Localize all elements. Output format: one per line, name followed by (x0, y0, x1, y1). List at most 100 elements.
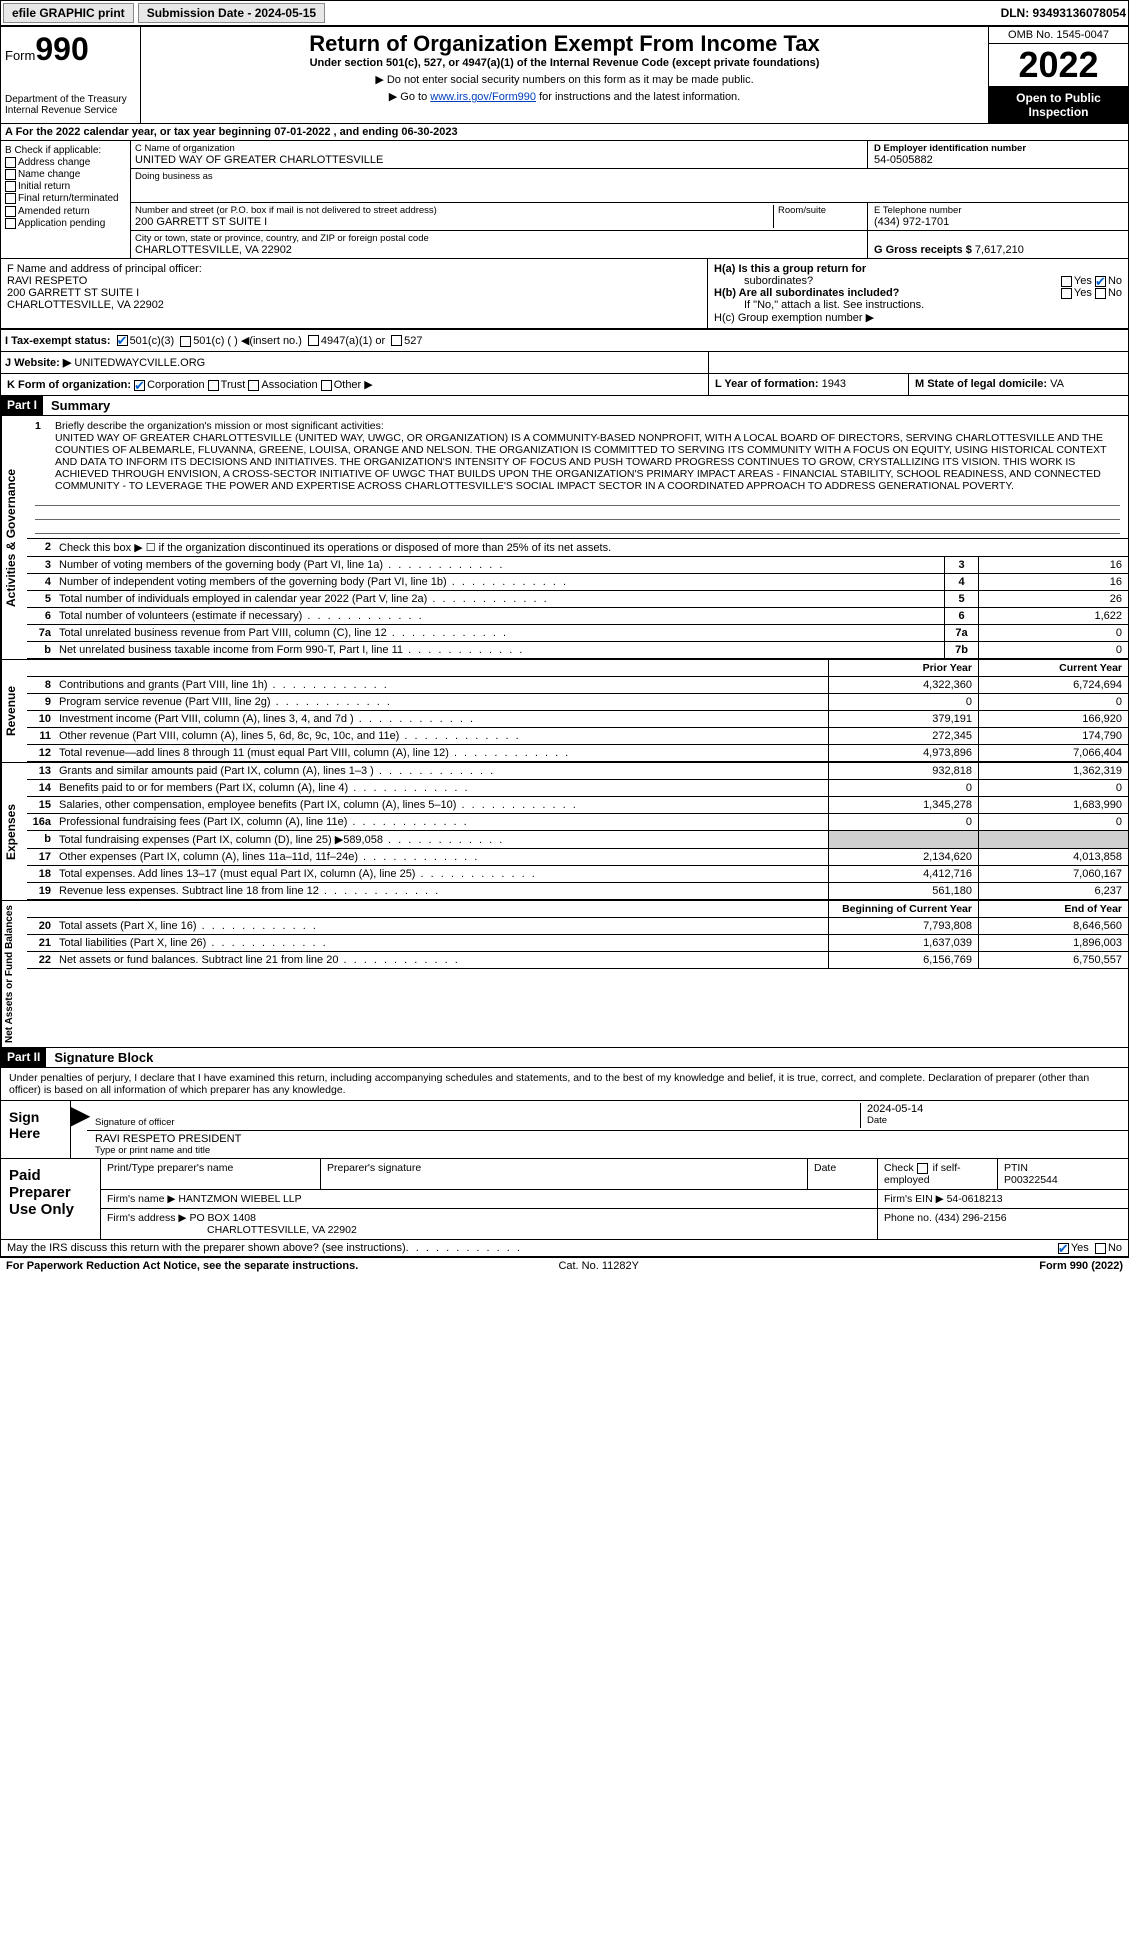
cb-trust[interactable]: Trust (208, 379, 246, 391)
prep-self-emp[interactable]: Check if self-employed (878, 1159, 998, 1189)
street-value: 200 GARRETT ST SUITE I (135, 216, 773, 228)
block-h: H(a) Is this a group return for subordin… (708, 259, 1128, 328)
phone-value: (434) 972-1701 (874, 216, 1122, 228)
cb-name-change[interactable]: Name change (5, 169, 126, 180)
exp-line-14: 14Benefits paid to or for members (Part … (27, 780, 1128, 797)
paperwork-notice: For Paperwork Reduction Act Notice, see … (6, 1260, 358, 1272)
expenses-section: Expenses 13Grants and similar amounts pa… (1, 763, 1128, 901)
exp-line-13: 13Grants and similar amounts paid (Part … (27, 763, 1128, 780)
city-label: City or town, state or province, country… (135, 233, 863, 244)
prep-ptin: PTINP00322544 (998, 1159, 1128, 1189)
ssn-note: ▶ Do not enter social security numbers o… (149, 73, 980, 86)
form-990-number: 990 (35, 31, 88, 67)
ha-yes[interactable]: Yes (1061, 275, 1092, 287)
prep-h1: Print/Type preparer's name (101, 1159, 321, 1189)
activities-governance-section: Activities & Governance 1 Briefly descri… (1, 416, 1128, 660)
prep-header-row: Print/Type preparer's name Preparer's si… (101, 1159, 1128, 1190)
sign-fields: Signature of officer 2024-05-14 Date RAV… (87, 1101, 1128, 1158)
exp-line-16a: 16aProfessional fundraising fees (Part I… (27, 814, 1128, 831)
cb-final-return[interactable]: Final return/terminated (5, 193, 126, 204)
cb-4947[interactable]: 4947(a)(1) or (308, 335, 385, 347)
dba-label: Doing business as (135, 171, 1124, 182)
revenue-section: Revenue Prior Year Current Year 8Contrib… (1, 660, 1128, 763)
submission-date-button[interactable]: Submission Date - 2024-05-15 (138, 3, 325, 23)
prep-h2: Preparer's signature (321, 1159, 808, 1189)
ha-label: H(a) Is this a group return for (714, 263, 866, 275)
website-value: UNITEDWAYCVILLE.ORG (74, 357, 205, 369)
cb-501c3[interactable]: 501(c)(3) (117, 335, 175, 347)
website-row: J Website: ▶ UNITEDWAYCVILLE.ORG (1, 352, 1128, 374)
city-value: CHARLOTTESVILLE, VA 22902 (135, 244, 863, 256)
hb-no[interactable]: No (1095, 287, 1122, 299)
part2-header: Part II Signature Block (1, 1048, 1128, 1068)
j-label: J Website: ▶ (5, 357, 71, 369)
k-form-org: K Form of organization: Corporation Trus… (1, 374, 708, 395)
cb-association[interactable]: Association (248, 379, 317, 391)
discuss-yes[interactable]: Yes (1058, 1242, 1089, 1254)
header-left: Form990 Department of the Treasury Inter… (1, 27, 141, 123)
cb-application-pending[interactable]: Application pending (5, 218, 126, 229)
cb-501c[interactable]: 501(c) ( ) ◀(insert no.) (180, 334, 302, 347)
cb-address-change[interactable]: Address change (5, 157, 126, 168)
boy-hdr: Beginning of Current Year (828, 901, 978, 917)
firm-phone-cell: Phone no. (434) 296-2156 (878, 1209, 1128, 1239)
street-block: Number and street (or P.O. box if mail i… (135, 205, 773, 228)
na-header-row: Beginning of Current Year End of Year (27, 901, 1128, 918)
cb-527[interactable]: 527 (391, 335, 422, 347)
cb-amended-return[interactable]: Amended return (5, 206, 126, 217)
k-label: K Form of organization: (7, 379, 131, 391)
na-line-22: 22Net assets or fund balances. Subtract … (27, 952, 1128, 969)
discuss-no[interactable]: No (1095, 1242, 1122, 1254)
l-year: L Year of formation: 1943 (708, 374, 908, 395)
sign-arrow-icon: ▶ (71, 1101, 87, 1158)
rev-line-11: 11Other revenue (Part VIII, column (A), … (27, 728, 1128, 745)
dba-block: Doing business as (131, 169, 1128, 203)
part1-header: Part I Summary (1, 396, 1128, 416)
k-row: K Form of organization: Corporation Trus… (1, 374, 1128, 396)
rev-line-9: 9Program service revenue (Part VIII, lin… (27, 694, 1128, 711)
col-c-block: C Name of organization UNITED WAY OF GRE… (131, 141, 1128, 258)
cb-initial-return[interactable]: Initial return (5, 181, 126, 192)
f-label: F Name and address of principal officer: (7, 263, 701, 275)
irs-form990-link[interactable]: www.irs.gov/Form990 (430, 91, 536, 103)
mission-block: 1 Briefly describe the organization's mi… (27, 416, 1128, 539)
part2-title: Signature Block (46, 1048, 161, 1067)
vlabel-expenses: Expenses (1, 763, 27, 900)
form-title: Return of Organization Exempt From Incom… (149, 31, 980, 57)
room-label: Room/suite (778, 205, 863, 216)
omb-number: OMB No. 1545-0047 (989, 27, 1128, 44)
goto-post: for instructions and the latest informat… (536, 91, 740, 103)
exp-line-17: 17Other expenses (Part IX, column (A), l… (27, 849, 1128, 866)
cb-other[interactable]: Other ▶ (321, 379, 373, 391)
rev-line-10: 10Investment income (Part VIII, column (… (27, 711, 1128, 728)
rev-header-row: Prior Year Current Year (27, 660, 1128, 677)
sig-date: 2024-05-14 (867, 1103, 1120, 1115)
prior-year-hdr: Prior Year (828, 660, 978, 676)
i-label: I Tax-exempt status: (5, 335, 111, 347)
prep-h3: Date (808, 1159, 878, 1189)
discuss-row: May the IRS discuss this return with the… (1, 1240, 1128, 1257)
gov-line-7a: 7aTotal unrelated business revenue from … (27, 625, 1128, 642)
part1-title: Summary (43, 396, 118, 415)
hb-yes[interactable]: Yes (1061, 287, 1092, 299)
cb-corporation[interactable]: Corporation (134, 379, 204, 391)
perjury-text: Under penalties of perjury, I declare th… (1, 1068, 1128, 1100)
header-right: OMB No. 1545-0047 2022 Open to Public In… (988, 27, 1128, 123)
na-line-20: 20Total assets (Part X, line 16)7,793,80… (27, 918, 1128, 935)
irs-label: Internal Revenue Service (5, 105, 136, 116)
na-line-21: 21Total liabilities (Part X, line 26)1,6… (27, 935, 1128, 952)
tax-exempt-row: I Tax-exempt status: 501(c)(3) 501(c) ( … (1, 329, 1128, 352)
efile-print-button[interactable]: efile GRAPHIC print (3, 3, 134, 23)
row-a-tax-year: A For the 2022 calendar year, or tax yea… (1, 124, 1128, 141)
sig-date-label: Date (867, 1115, 1120, 1126)
form-container: Form990 Department of the Treasury Inter… (0, 26, 1129, 1258)
hc-label: H(c) Group exemption number ▶ (714, 311, 1122, 324)
ha-no[interactable]: No (1095, 275, 1122, 287)
ha-row: H(a) Is this a group return for (714, 263, 1122, 275)
part2-tag: Part II (1, 1048, 46, 1067)
exp-line-b: bTotal fundraising expenses (Part IX, co… (27, 831, 1128, 849)
exp-line-19: 19Revenue less expenses. Subtract line 1… (27, 883, 1128, 900)
eoy-hdr: End of Year (978, 901, 1128, 917)
form-ref: Form 990 (2022) (1039, 1260, 1123, 1272)
col-b-checkboxes: B Check if applicable: Address change Na… (1, 141, 131, 258)
